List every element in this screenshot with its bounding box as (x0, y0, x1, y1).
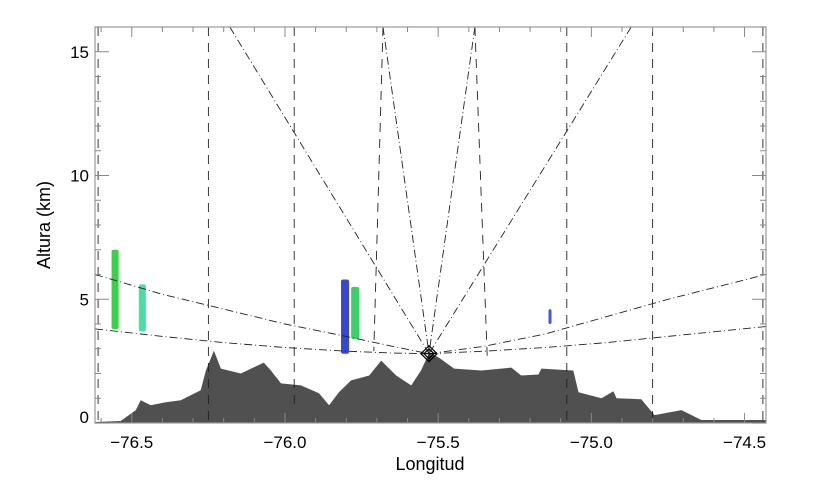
y-tick-label: 0 (80, 408, 89, 427)
x-axis-label: Longitud (395, 454, 464, 474)
radar-echo-1 (138, 284, 146, 332)
range-line-3 (373, 27, 384, 352)
x-tick-label: −75.0 (570, 433, 613, 452)
elevation-arc-1 (95, 328, 430, 355)
elevation-arc-3 (428, 326, 766, 355)
range-line-4 (474, 27, 488, 357)
y-tick-label: 10 (70, 167, 89, 186)
y-tick-label: 5 (80, 290, 89, 309)
radar-echo-4 (548, 309, 552, 324)
radar-echo-2 (341, 279, 349, 354)
y-axis-label: Altura (km) (34, 181, 54, 269)
beam-ray-2 (428, 27, 476, 354)
x-axis: −76.5 −76.0 −75.5 −75.0 −74.5 (100, 27, 766, 452)
beam-ray-0 (229, 27, 430, 354)
x-tick-label: −75.5 (417, 433, 460, 452)
beam-ray-1 (382, 27, 430, 354)
x-tick-label: −76.0 (263, 433, 306, 452)
plot-area (94, 26, 767, 424)
terrain-profile (95, 350, 766, 423)
beam-ray-3 (428, 27, 632, 354)
x-tick-label: −76.5 (110, 433, 153, 452)
elevation-arc-2 (428, 274, 766, 355)
x-tick-label: −74.5 (723, 433, 766, 452)
radar-echo-3 (351, 286, 360, 339)
y-axis: 0 5 10 15 (70, 26, 766, 427)
radar-location-icon (420, 344, 438, 363)
y-tick-label: 15 (70, 43, 89, 62)
radar-echo-0 (111, 249, 119, 329)
elevation-arc-0 (95, 274, 430, 355)
